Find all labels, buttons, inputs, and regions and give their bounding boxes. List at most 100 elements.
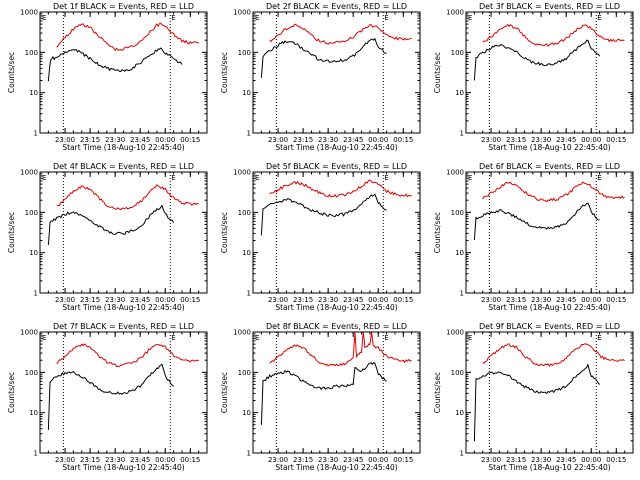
y-axis-label: Counts/sec <box>433 372 442 413</box>
y-tick-label: 10 <box>242 409 251 417</box>
panel-title: Det 1f BLACK = Events, RED = LLD <box>53 2 194 11</box>
panel-4: Det 4f BLACK = Events, RED = LLD E E 1 10 100… <box>7 162 208 312</box>
x-axis-label: Start Time (18-Aug-10 22:45:40) <box>488 143 610 152</box>
x-tick-label: 23:15 <box>80 136 100 144</box>
x-tick-label: 23:00 <box>268 136 288 144</box>
y-axis-label: Counts/sec <box>433 212 442 253</box>
lld-series-line <box>269 23 412 45</box>
event-marker-right: E <box>384 334 388 342</box>
y-tick-label: 1 <box>247 290 251 298</box>
event-marker-right: E <box>171 14 175 22</box>
event-marker-right: E <box>597 14 601 22</box>
event-marker-left: E <box>255 334 259 342</box>
panel-title: Det 6f BLACK = Events, RED = LLD <box>479 162 620 171</box>
x-tick-label: 23:00 <box>481 136 501 144</box>
panel-8: Det 8f BLACK = Events, RED = LLD E E 1 10 100… <box>220 322 421 472</box>
event-marker-right: E <box>171 334 175 342</box>
y-axis-label: Counts/sec <box>433 52 442 93</box>
y-tick-label: 1000 <box>20 9 38 17</box>
y-tick-label: 1 <box>460 450 464 458</box>
y-tick-label: 1 <box>34 290 38 298</box>
x-tick-label: 00:15 <box>606 296 626 304</box>
y-axis-label: Counts/sec <box>7 212 16 253</box>
x-axis-label: Start Time (18-Aug-10 22:45:40) <box>488 303 610 312</box>
panel-1: Det 1f BLACK = Events, RED = LLD E E 1 10 100… <box>7 2 208 152</box>
x-tick-label: 23:15 <box>293 136 313 144</box>
event-marker-left: E <box>42 334 46 342</box>
x-tick-label: 00:00 <box>368 136 388 144</box>
x-tick-label: 00:15 <box>606 136 626 144</box>
x-tick-label: 00:15 <box>180 136 200 144</box>
event-marker-left: E <box>42 14 46 22</box>
y-tick-label: 10 <box>455 409 464 417</box>
y-axis-label: Counts/sec <box>7 372 16 413</box>
x-tick-label: 00:00 <box>155 296 175 304</box>
x-tick-label: 23:45 <box>556 456 576 464</box>
panel-7: Det 7f BLACK = Events, RED = LLD E E 1 10 100… <box>7 322 208 472</box>
y-tick-label: 100 <box>25 49 38 57</box>
y-axis-label: Counts/sec <box>220 212 229 253</box>
y-tick-label: 1 <box>247 450 251 458</box>
x-tick-label: 23:15 <box>80 296 100 304</box>
x-tick-label: 23:45 <box>343 136 363 144</box>
lld-series-line <box>269 331 412 367</box>
x-tick-label: 00:00 <box>155 456 175 464</box>
x-tick-label: 00:15 <box>393 456 413 464</box>
x-tick-label: 23:30 <box>105 136 125 144</box>
x-tick-label: 00:00 <box>368 456 388 464</box>
panel-title: Det 9f BLACK = Events, RED = LLD <box>479 322 620 331</box>
x-tick-label: 23:30 <box>105 296 125 304</box>
lld-series-line <box>482 343 625 368</box>
events-series-line <box>260 37 387 78</box>
events-series-line <box>47 204 175 245</box>
y-tick-label: 1 <box>460 290 464 298</box>
x-tick-label: 00:15 <box>180 296 200 304</box>
x-tick-label: 00:00 <box>368 296 388 304</box>
x-tick-label: 23:45 <box>130 456 150 464</box>
x-tick-label: 23:30 <box>531 136 551 144</box>
events-series-line <box>47 363 174 430</box>
panel-5: Det 5f BLACK = Events, RED = LLD E E 1 10 100… <box>220 162 421 312</box>
events-series-line <box>260 361 387 425</box>
x-tick-label: 23:15 <box>506 136 526 144</box>
panel-9: Det 9f BLACK = Events, RED = LLD E E 1 10 100… <box>433 322 634 472</box>
y-tick-label: 1 <box>34 130 38 138</box>
x-tick-label: 23:00 <box>481 456 501 464</box>
x-tick-label: 00:15 <box>393 296 413 304</box>
x-axis-label: Start Time (18-Aug-10 22:45:40) <box>275 303 397 312</box>
y-tick-label: 100 <box>238 49 251 57</box>
panel-3: Det 3f BLACK = Events, RED = LLD E E 1 10 100… <box>433 2 634 152</box>
x-tick-label: 23:45 <box>343 456 363 464</box>
x-tick-label: 23:30 <box>531 456 551 464</box>
lld-series-line <box>56 184 199 211</box>
events-series-line <box>260 193 387 236</box>
x-tick-label: 00:15 <box>180 456 200 464</box>
y-axis-label: Counts/sec <box>220 52 229 93</box>
x-tick-label: 23:00 <box>481 296 501 304</box>
x-tick-label: 00:15 <box>393 136 413 144</box>
y-tick-label: 100 <box>25 369 38 377</box>
panel-title: Det 3f BLACK = Events, RED = LLD <box>479 2 620 11</box>
events-series-line <box>47 47 183 82</box>
event-marker-left: E <box>42 174 46 182</box>
x-tick-label: 00:00 <box>581 456 601 464</box>
x-axis-label: Start Time (18-Aug-10 22:45:40) <box>275 463 397 472</box>
x-tick-label: 23:15 <box>506 456 526 464</box>
x-axis-label: Start Time (18-Aug-10 22:45:40) <box>62 463 184 472</box>
y-axis-label: Counts/sec <box>7 52 16 93</box>
y-tick-label: 10 <box>29 89 38 97</box>
event-marker-right: E <box>384 14 388 22</box>
y-tick-label: 100 <box>451 49 464 57</box>
x-axis-label: Start Time (18-Aug-10 22:45:40) <box>62 303 184 312</box>
y-tick-label: 10 <box>242 249 251 257</box>
events-series-line <box>473 39 601 81</box>
y-tick-label: 1 <box>247 130 251 138</box>
event-marker-left: E <box>468 14 472 22</box>
x-tick-label: 23:30 <box>318 456 338 464</box>
y-tick-label: 1000 <box>233 329 251 337</box>
event-marker-left: E <box>468 174 472 182</box>
x-tick-label: 00:15 <box>606 456 626 464</box>
x-tick-label: 23:45 <box>556 296 576 304</box>
y-tick-label: 10 <box>455 89 464 97</box>
panel-title: Det 5f BLACK = Events, RED = LLD <box>266 162 407 171</box>
